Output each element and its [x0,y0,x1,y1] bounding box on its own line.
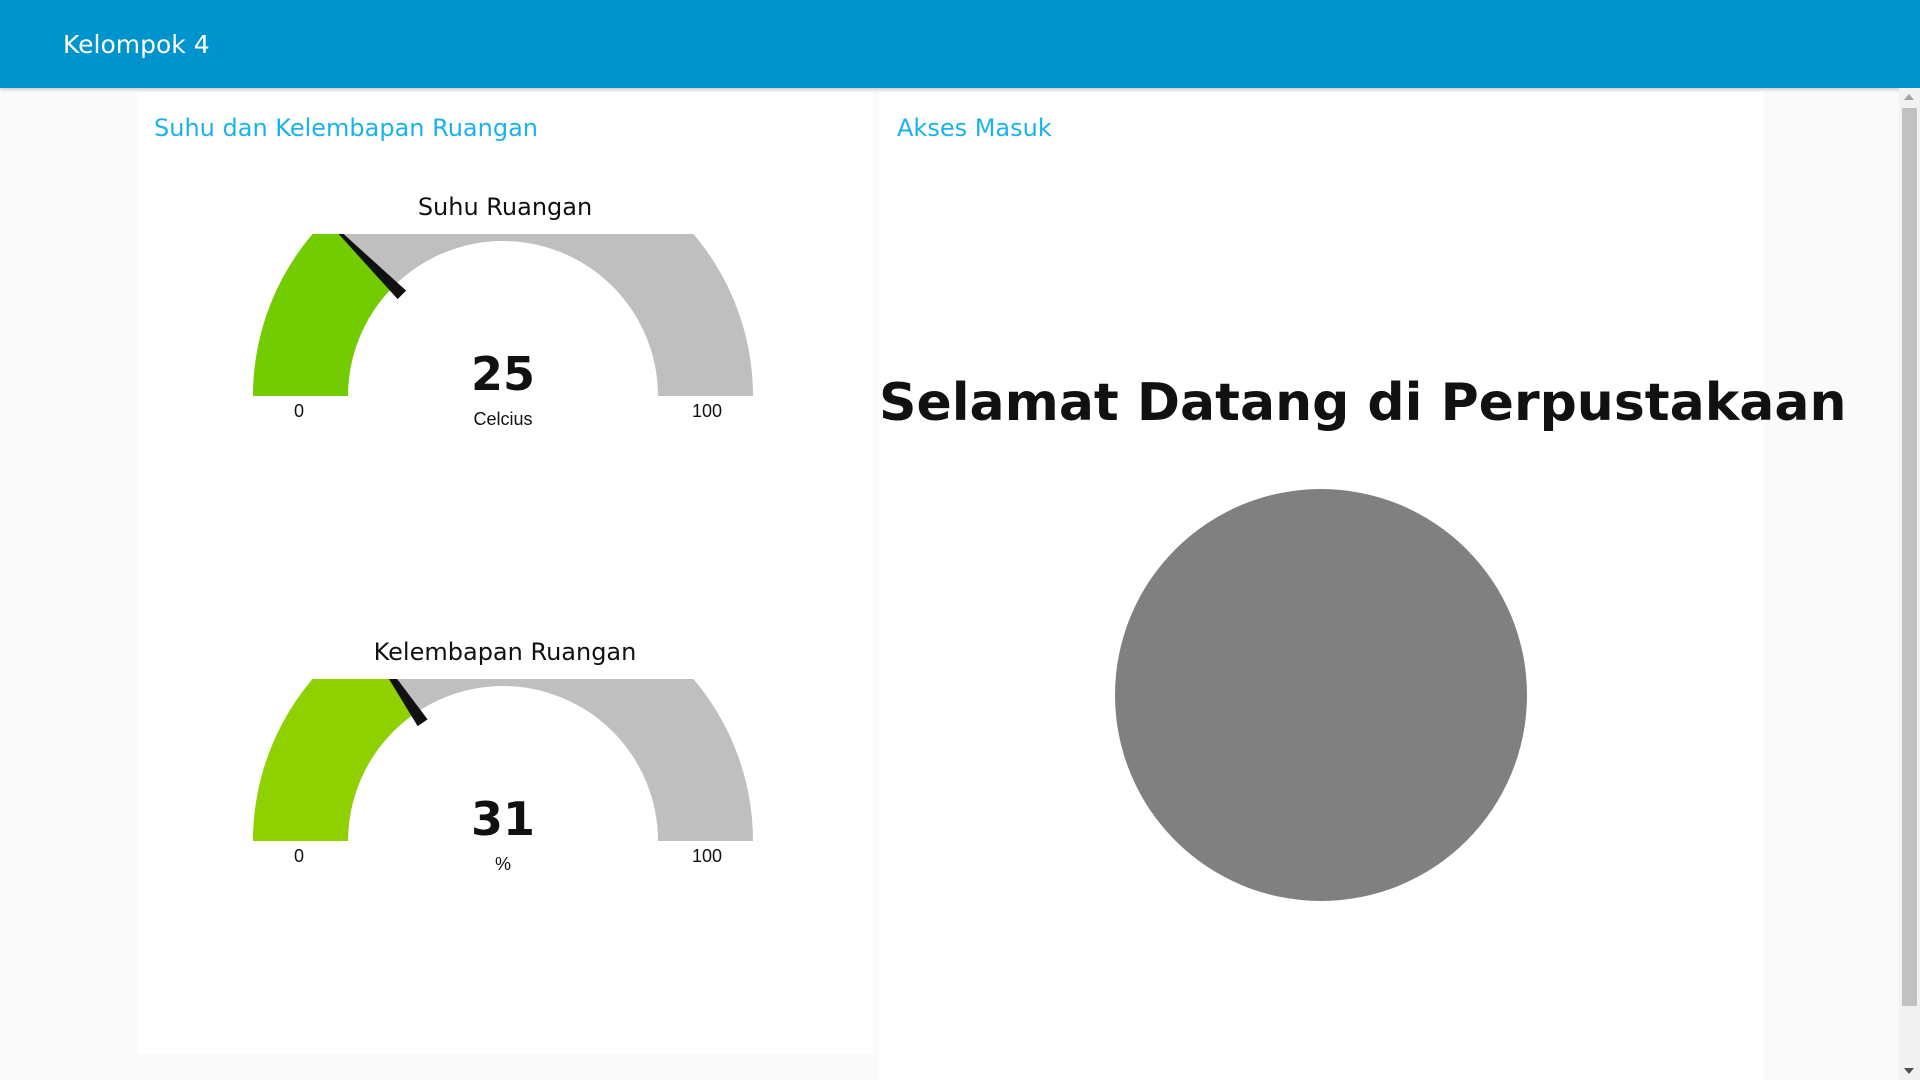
gauge-fill [253,679,416,841]
group-title-akses-masuk: Akses Masuk [897,114,1052,142]
gauge-value: 25 [471,347,535,401]
gauge-max-label: 100 [692,401,722,421]
gauge-min-label: 0 [294,846,304,866]
gauge-suhu: 25 Celcius 0 100 [253,234,753,429]
scroll-down-arrow-icon[interactable] [1904,1068,1914,1074]
gauge-fill [253,234,394,396]
group-card-akses-masuk: Akses Masuk Selamat Datang di Perpustaka… [879,92,1847,1080]
access-status-indicator [1115,489,1527,901]
gauge-kelembapan: 31 % 0 100 [253,679,753,874]
scroll-thumb[interactable] [1902,108,1917,1006]
gauge-max-label: 100 [692,846,722,866]
gauge-needle [338,234,407,300]
group-card-suhu-kelembapan: Suhu dan Kelembapan Ruangan Suhu Ruangan… [137,92,873,1054]
scroll-up-arrow-icon[interactable] [1904,94,1914,100]
vertical-scrollbar[interactable] [1899,88,1920,1080]
gauge-title-kelembapan: Kelembapan Ruangan [373,638,637,666]
group-title-suhu-kelembapan: Suhu dan Kelembapan Ruangan [154,114,538,142]
app-title: Kelompok 4 [63,30,210,59]
top-toolbar: Kelompok 4 [0,0,1920,88]
gauge-title-suhu: Suhu Ruangan [417,193,593,221]
gauge-needle [388,679,428,727]
gauge-value: 31 [471,792,535,846]
gauge-min-label: 0 [294,401,304,421]
gauge-units: % [495,854,511,874]
welcome-text: Selamat Datang di Perpustakaan [879,373,1847,433]
gauge-units: Celcius [473,409,532,429]
